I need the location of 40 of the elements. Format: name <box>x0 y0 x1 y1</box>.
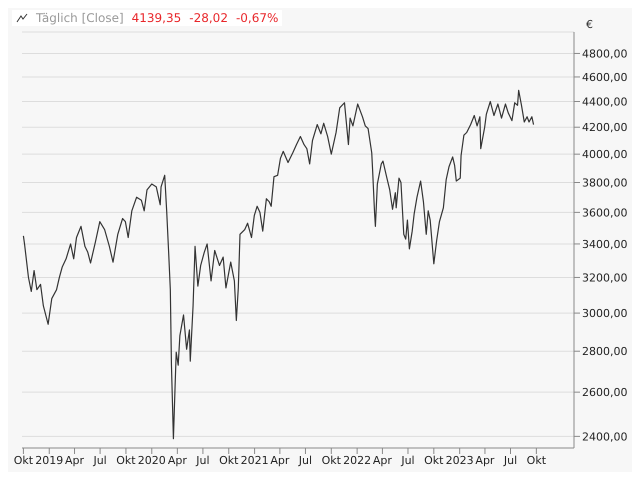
x-tick-label: Okt <box>116 454 136 467</box>
x-tick-label: Jul <box>298 454 312 467</box>
x-tick-label: 2022 <box>343 454 372 467</box>
chart-title: Täglich [Close] <box>36 11 124 25</box>
y-tick-label: 4800,00 <box>582 47 628 60</box>
y-tick-label: 4600,00 <box>582 70 628 84</box>
x-tick-label: Okt <box>322 454 342 467</box>
line-series <box>22 90 534 440</box>
x-tick-label: Okt <box>526 454 547 467</box>
y-axis-title: € <box>586 18 593 31</box>
y-tick-label: 3000,00 <box>582 307 628 320</box>
y-tick-label: 2400,00 <box>582 430 628 444</box>
x-tick-label: Okt <box>424 454 444 467</box>
y-tick-label: 2600,00 <box>582 386 628 400</box>
y-tick-label: 3200,00 <box>582 271 628 284</box>
x-tick-label: Jul <box>92 454 107 467</box>
x-tick-label: Okt <box>219 454 240 467</box>
text: 4139,35 <box>132 11 182 25</box>
x-tick-label: Okt <box>14 454 34 467</box>
y-tick-label: 3600,00 <box>582 206 628 220</box>
text: -28,02 <box>189 11 228 25</box>
text: -0,67% <box>236 11 278 25</box>
x-tick-label: Apr <box>475 454 495 467</box>
x-tick-label: Jul <box>195 454 210 467</box>
x-tick-label: 2023 <box>446 454 474 467</box>
y-tick-label: 4000,00 <box>582 148 628 162</box>
x-tick-label: Jul <box>400 454 415 467</box>
y-tick-label: 4200,00 <box>582 121 628 134</box>
x-tick-label: 2021 <box>240 454 269 467</box>
x-tick-label: Jul <box>502 454 518 467</box>
x-tick-label: 2020 <box>138 454 166 467</box>
y-tick-label: 3400,00 <box>582 238 628 251</box>
x-tick-label: Apr <box>270 454 290 467</box>
x-tick-label: Apr <box>372 454 392 467</box>
x-tick-label: Apr <box>65 454 85 467</box>
x-tick-label: Apr <box>168 454 188 467</box>
y-tick-label: 2800,00 <box>582 345 628 358</box>
y-tick-label: 3800,00 <box>582 176 628 190</box>
x-tick-label: 2019 <box>35 454 64 467</box>
y-tick-label: 4400,00 <box>582 95 628 108</box>
